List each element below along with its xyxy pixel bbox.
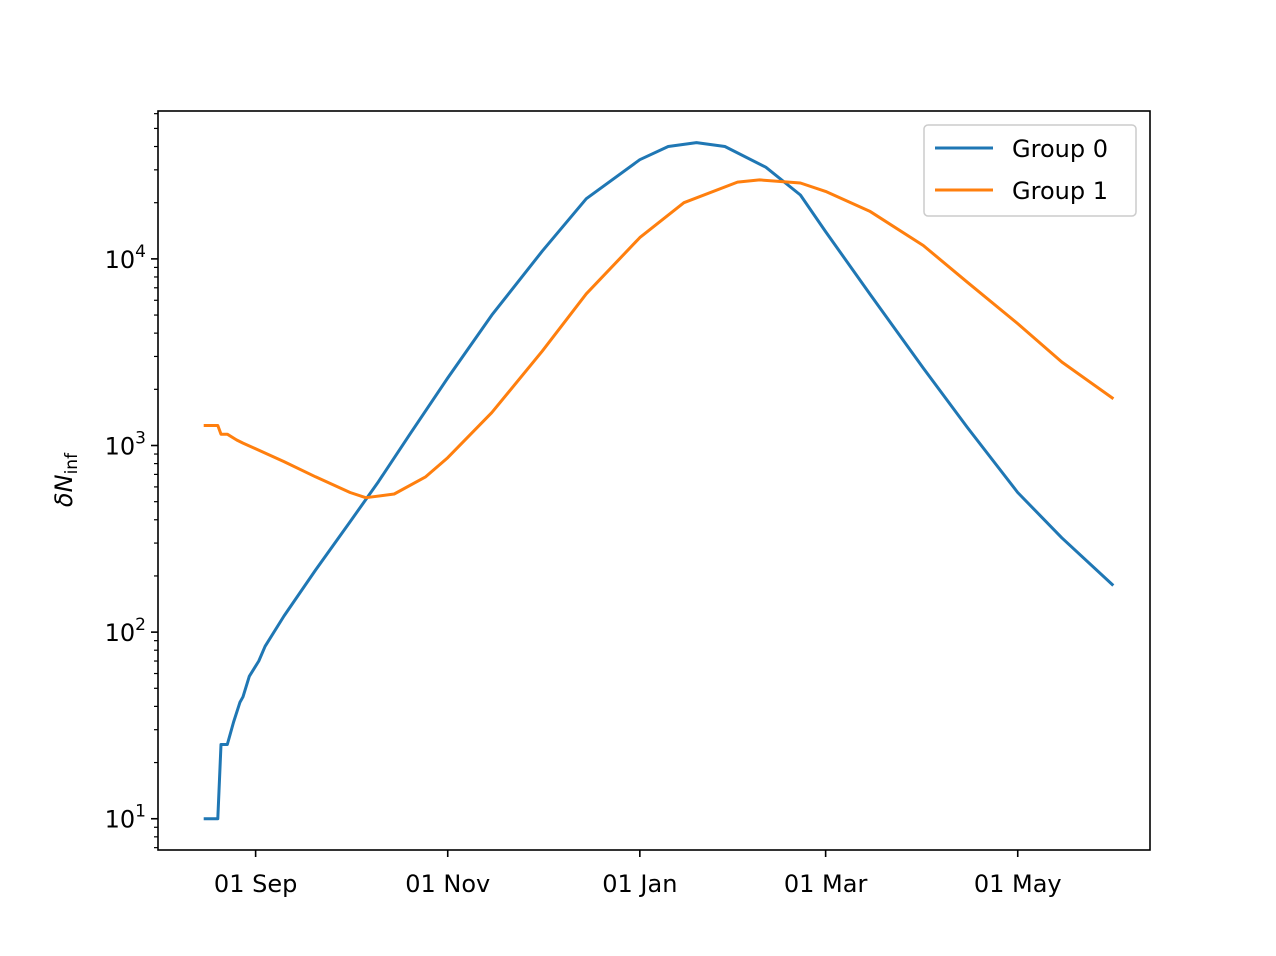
y-tick-label: 101 [105,802,146,834]
x-tick-label: 01 May [974,870,1062,898]
x-tick-label: 01 Jan [602,870,677,898]
y-tick-label: 103 [105,428,146,460]
series-line-group-1 [203,178,1115,500]
x-axis: 01 Sep 01 Nov 01 Jan 01 Mar 01 May [214,850,1062,898]
plot-frame [157,110,1151,851]
x-tick-label: 01 Sep [214,870,297,898]
x-tick-label: 01 Nov [405,870,490,898]
legend-label-group-0: Group 0 [1012,135,1108,163]
series-line-group-0 [203,141,1115,821]
svg-text:δNinf: δNinf [50,452,82,507]
y-tick-label: 104 [105,242,146,274]
x-tick-label: 01 Mar [784,870,868,898]
y-axis: 101 102 103 104 [105,113,158,849]
series-lines [203,141,1115,821]
y-tick-label: 102 [105,615,146,647]
legend-label-group-1: Group 1 [1012,177,1108,205]
legend: Group 0 Group 1 [923,124,1137,217]
y-axis-label-main: δN [50,474,78,507]
y-axis-label: δNinf [50,452,82,507]
y-axis-label-sub: inf [62,452,82,474]
